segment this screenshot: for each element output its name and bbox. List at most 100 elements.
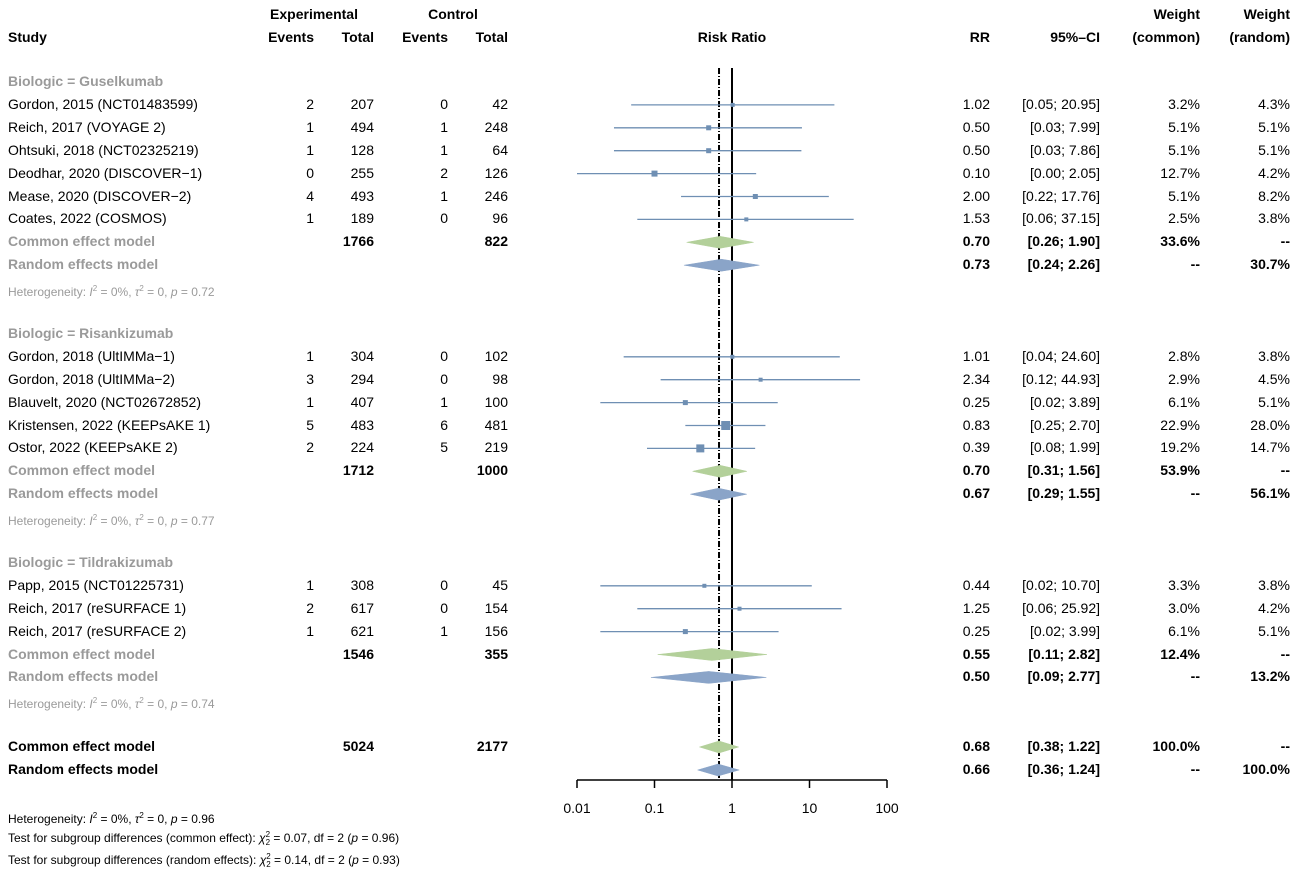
p-symbol: p <box>170 285 178 300</box>
subgroup-test-prefix: Test for subgroup differences (random ef… <box>8 853 260 867</box>
weight-common-value: 2.8% <box>1168 347 1200 364</box>
study-name: Kristensen, 2022 (KEEPsAKE 1) <box>8 416 211 433</box>
exp-total: 407 <box>350 393 374 410</box>
study-square-11 <box>702 583 707 588</box>
i2-symbol: I <box>89 697 93 712</box>
exp-total: 493 <box>350 187 374 204</box>
ctrl-total: 248 <box>484 118 508 135</box>
p-symbol: p <box>351 831 359 845</box>
p-symbol: p <box>352 853 359 867</box>
chi-superscript: 2 <box>266 851 271 861</box>
ctrl-events: 1 <box>440 141 448 158</box>
weight-random-value: 5.1% <box>1258 622 1290 639</box>
weight-random-value: 56.1% <box>1250 485 1290 502</box>
weight-random-value: 14.7% <box>1250 439 1290 456</box>
study-square-5 <box>744 217 749 222</box>
common-effect-label: Common effect model <box>8 233 156 250</box>
risk-ratio-value: 0.70 <box>962 462 990 479</box>
ci-value: [0.31; 1.56] <box>1027 462 1100 479</box>
study-header: Study <box>8 29 47 45</box>
ci-value: [0.29; 1.55] <box>1027 485 1100 502</box>
tau-value: = 0, <box>143 697 171 712</box>
p-symbol: p <box>170 812 178 826</box>
i2-superscript: 2 <box>92 513 98 523</box>
overall-common-effect-label: Common effect model <box>8 738 156 754</box>
ci-value: [0.06; 25.92] <box>1022 599 1100 616</box>
ctrl-events: 0 <box>440 210 448 227</box>
tau-symbol: τ <box>134 285 140 300</box>
heterogeneity-prefix: Heterogeneity: <box>8 697 90 712</box>
study-square-12 <box>737 606 742 611</box>
subgroup-test-common: Test for subgroup differences (common ef… <box>8 830 399 847</box>
study-square-7 <box>758 377 763 382</box>
ctrl-total: 246 <box>484 187 508 204</box>
weight-random-value: 100.0% <box>1242 761 1290 777</box>
ci-value: [0.22; 17.76] <box>1022 187 1100 204</box>
study-name: Ohtsuki, 2018 (NCT02325219) <box>8 141 199 158</box>
i2-superscript: 2 <box>92 811 98 820</box>
weight-random-value: 3.8% <box>1258 210 1290 227</box>
ctrl-total: 98 <box>492 370 508 387</box>
risk-ratio-value: 1.02 <box>962 95 990 112</box>
tau-superscript: 2 <box>139 811 144 820</box>
exp-total: 207 <box>350 95 374 112</box>
ci-header: 95%–CI <box>1050 29 1100 45</box>
study-name: Ostor, 2022 (KEEPsAKE 2) <box>8 439 178 456</box>
weight-common-value: 5.1% <box>1168 141 1200 158</box>
study-name: Deodhar, 2020 (DISCOVER−1) <box>8 164 203 181</box>
overall-random-diamond <box>696 763 741 777</box>
subgroup-label: Biologic = Guselkumab <box>8 73 164 89</box>
exp-events: 1 <box>306 141 314 158</box>
p-value: = 0.93) <box>358 853 400 867</box>
exp-total-header: Total <box>341 29 374 45</box>
random-effects-label: Random effects model <box>8 256 159 273</box>
study-square-0 <box>730 102 735 107</box>
exp-total: 128 <box>350 141 374 158</box>
weight-random-value: 8.2% <box>1258 187 1290 204</box>
exp-events: 1 <box>306 210 314 227</box>
chi-value: = 0.14, df = 2 ( <box>270 853 353 867</box>
tau-symbol: τ <box>134 697 140 712</box>
i2-value: = 0%, <box>97 285 135 300</box>
ci-value: [0.38; 1.22] <box>1027 738 1100 754</box>
ci-value: [0.00; 2.05] <box>1029 164 1100 181</box>
study-name: Gordon, 2015 (NCT01483599) <box>8 95 198 112</box>
study-square-10 <box>696 444 705 453</box>
ctrl-events: 5 <box>440 439 448 456</box>
common-effect-label: Common effect model <box>8 462 156 479</box>
x-tick-label: 100 <box>875 800 899 816</box>
p-value: = 0.74 <box>177 697 215 712</box>
weight-common-value: 33.6% <box>1160 233 1200 250</box>
tau-symbol: τ <box>134 812 140 826</box>
common-effect-diamond <box>692 465 748 478</box>
study-square-2 <box>706 148 712 154</box>
weight-common-value: -- <box>1190 256 1200 273</box>
risk-ratio-value: 0.67 <box>962 485 990 502</box>
weight-random-value: -- <box>1280 462 1290 479</box>
ctrl-total: 64 <box>492 141 508 158</box>
weight-random-value: 3.8% <box>1258 576 1290 593</box>
weight-random-value: 4.3% <box>1258 95 1290 112</box>
weight-common-value: 2.9% <box>1168 370 1200 387</box>
risk-ratio-value: 0.25 <box>962 622 990 639</box>
exp-total: 304 <box>350 347 374 364</box>
study-name: Blauvelt, 2020 (NCT02672852) <box>8 393 202 410</box>
study-square-4 <box>752 194 758 199</box>
p-symbol: p <box>170 514 178 529</box>
i2-symbol: I <box>89 285 93 300</box>
p-value: = 0.96) <box>358 831 400 845</box>
ctrl-total: 219 <box>484 439 508 456</box>
ctrl-events: 1 <box>440 393 448 410</box>
tau-superscript: 2 <box>139 513 144 523</box>
overall-ctrl-total: 2177 <box>476 738 508 754</box>
i2-superscript: 2 <box>92 284 98 294</box>
control-header: Control <box>428 6 478 22</box>
weight-common-value: 19.2% <box>1160 439 1200 456</box>
study-square-13 <box>682 629 688 635</box>
exp-events-header: Events <box>268 29 314 45</box>
tau-symbol: τ <box>134 514 140 529</box>
weight-random-value: -- <box>1280 738 1290 754</box>
exp-total-sum: 1766 <box>342 233 374 250</box>
risk-ratio-value: 1.25 <box>962 599 990 616</box>
